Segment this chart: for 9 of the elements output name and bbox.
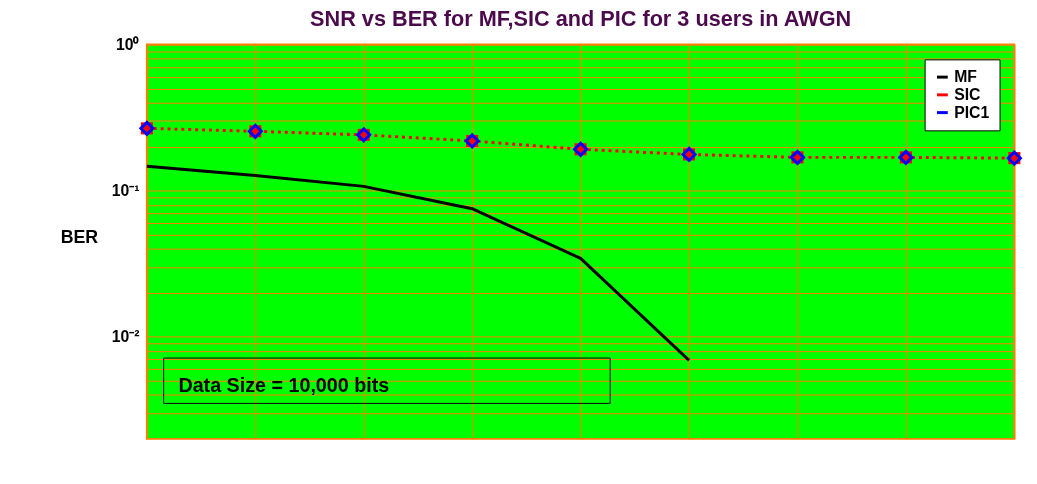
line-series [145,164,691,362]
legend-label: SIC [954,85,981,103]
legend-label: PIC1 [954,103,990,121]
y-tick-label: 10⁻² [111,328,140,346]
y-tick-label: 10⁰ [115,36,140,54]
y-axis-title: BER [60,227,99,248]
y-tick-label: 10⁻¹ [111,182,140,200]
chart-title: SNR vs BER for MF,SIC and PIC for 3 users in AWGN [310,5,852,31]
legend-label: MF [954,68,978,86]
